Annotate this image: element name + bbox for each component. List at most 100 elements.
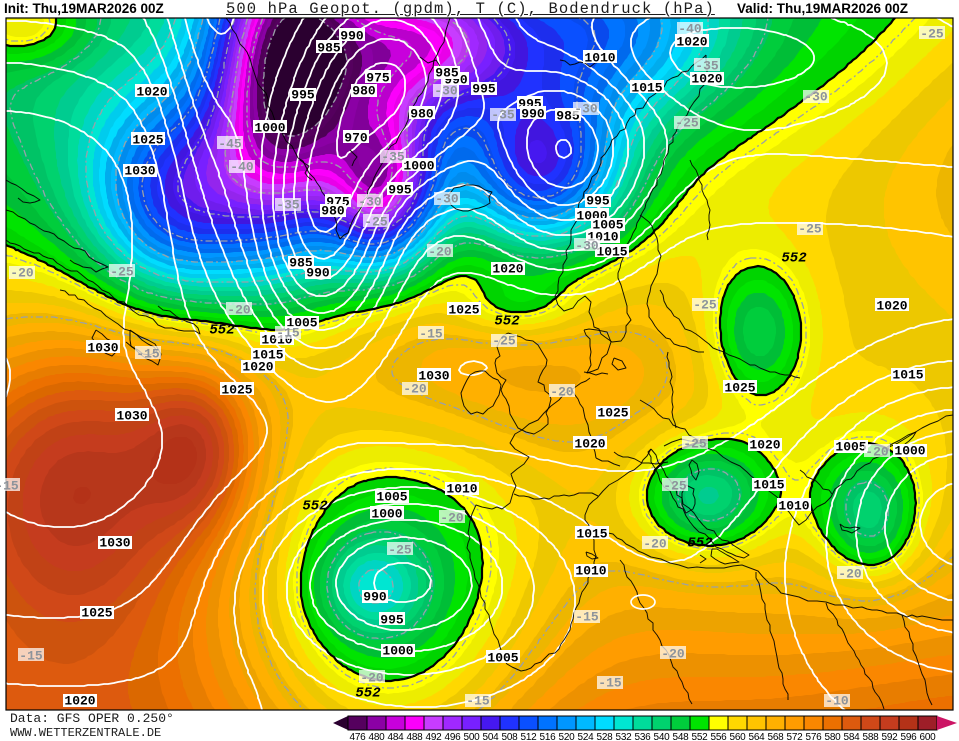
svg-text:488: 488 [406,732,423,741]
svg-text:540: 540 [653,732,670,741]
svg-text:1020: 1020 [574,437,605,452]
svg-text:596: 596 [900,732,917,741]
svg-text:1025: 1025 [221,383,252,398]
svg-text:1015: 1015 [631,81,662,96]
svg-text:990: 990 [306,266,330,281]
svg-text:516: 516 [539,732,556,741]
svg-text:552: 552 [691,732,708,741]
svg-text:-25: -25 [364,215,388,230]
svg-text:1020: 1020 [676,35,707,50]
svg-text:1030: 1030 [124,164,155,179]
svg-text:-40: -40 [678,22,702,37]
svg-text:1020: 1020 [749,438,780,453]
svg-text:524: 524 [577,732,594,741]
svg-text:-30: -30 [358,195,382,210]
svg-text:-20: -20 [643,537,667,552]
svg-text:1030: 1030 [418,369,449,384]
svg-text:552: 552 [209,323,235,339]
svg-text:-30: -30 [574,102,598,117]
svg-text:1030: 1030 [87,341,118,356]
svg-text:990: 990 [363,590,387,605]
svg-text:584: 584 [843,732,860,741]
svg-text:-20: -20 [838,567,862,582]
svg-text:1025: 1025 [597,406,628,421]
svg-text:980: 980 [352,84,376,99]
svg-text:995: 995 [380,613,404,628]
svg-text:985: 985 [317,41,341,56]
svg-text:-30: -30 [575,239,599,254]
svg-text:1020: 1020 [136,85,167,100]
svg-text:576: 576 [805,732,822,741]
svg-text:512: 512 [520,732,537,741]
svg-text:990: 990 [521,107,545,122]
svg-text:552: 552 [494,314,520,330]
svg-text:1025: 1025 [724,381,755,396]
svg-text:496: 496 [444,732,461,741]
svg-text:1010: 1010 [575,564,606,579]
svg-text:1000: 1000 [382,644,413,659]
svg-text:-15: -15 [419,327,443,342]
svg-text:1015: 1015 [596,245,627,260]
svg-text:1015: 1015 [252,348,283,363]
svg-text:1015: 1015 [576,527,607,542]
svg-text:1000: 1000 [371,507,402,522]
svg-text:-20: -20 [550,385,574,400]
svg-text:528: 528 [596,732,613,741]
svg-text:-20: -20 [10,266,34,281]
svg-text:-25: -25 [920,27,944,42]
svg-text:568: 568 [767,732,784,741]
svg-text:995: 995 [586,194,610,209]
svg-text:572: 572 [786,732,803,741]
svg-text:980: 980 [321,204,345,219]
svg-text:-20: -20 [428,245,452,260]
svg-text:548: 548 [672,732,689,741]
svg-text:985: 985 [435,66,459,81]
svg-text:990: 990 [340,29,364,44]
svg-text:556: 556 [710,732,727,741]
svg-text:580: 580 [824,732,841,741]
svg-text:1005: 1005 [487,651,518,666]
svg-text:-35: -35 [276,198,300,213]
svg-text:-20: -20 [227,303,251,318]
svg-text:600: 600 [919,732,936,741]
svg-text:-35: -35 [695,59,719,74]
svg-text:552: 552 [355,686,381,702]
svg-text:-15: -15 [466,694,490,709]
svg-text:-25: -25 [110,265,134,280]
svg-text:1000: 1000 [894,444,925,459]
svg-text:588: 588 [862,732,879,741]
svg-text:-20: -20 [440,511,464,526]
svg-text:564: 564 [748,732,765,741]
svg-text:1020: 1020 [876,299,907,314]
svg-text:995: 995 [388,183,412,198]
svg-text:1005: 1005 [835,440,866,455]
svg-text:-20: -20 [661,647,685,662]
svg-text:1020: 1020 [242,360,273,375]
svg-text:-20: -20 [865,445,889,460]
svg-text:-45: -45 [218,137,242,152]
svg-text:560: 560 [729,732,746,741]
svg-text:1000: 1000 [403,159,434,174]
svg-text:1025: 1025 [132,133,163,148]
svg-text:1010: 1010 [446,482,477,497]
svg-text:484: 484 [387,732,404,741]
svg-text:552: 552 [302,499,328,515]
svg-text:1010: 1010 [778,499,809,514]
svg-text:500: 500 [463,732,480,741]
svg-text:-25: -25 [388,543,412,558]
svg-text:508: 508 [501,732,518,741]
svg-text:-35: -35 [381,150,405,165]
svg-text:-15: -15 [136,347,160,362]
svg-text:-15: -15 [598,676,622,691]
svg-text:1020: 1020 [691,72,722,87]
svg-text:476: 476 [349,732,366,741]
svg-text:1010: 1010 [584,51,615,66]
svg-text:995: 995 [291,88,315,103]
svg-text:-30: -30 [804,90,828,105]
svg-text:1030: 1030 [116,409,147,424]
svg-text:-25: -25 [675,116,699,131]
svg-text:-40: -40 [230,160,254,175]
svg-text:-35: -35 [491,108,515,123]
svg-text:-30: -30 [435,192,459,207]
svg-text:1025: 1025 [81,606,112,621]
